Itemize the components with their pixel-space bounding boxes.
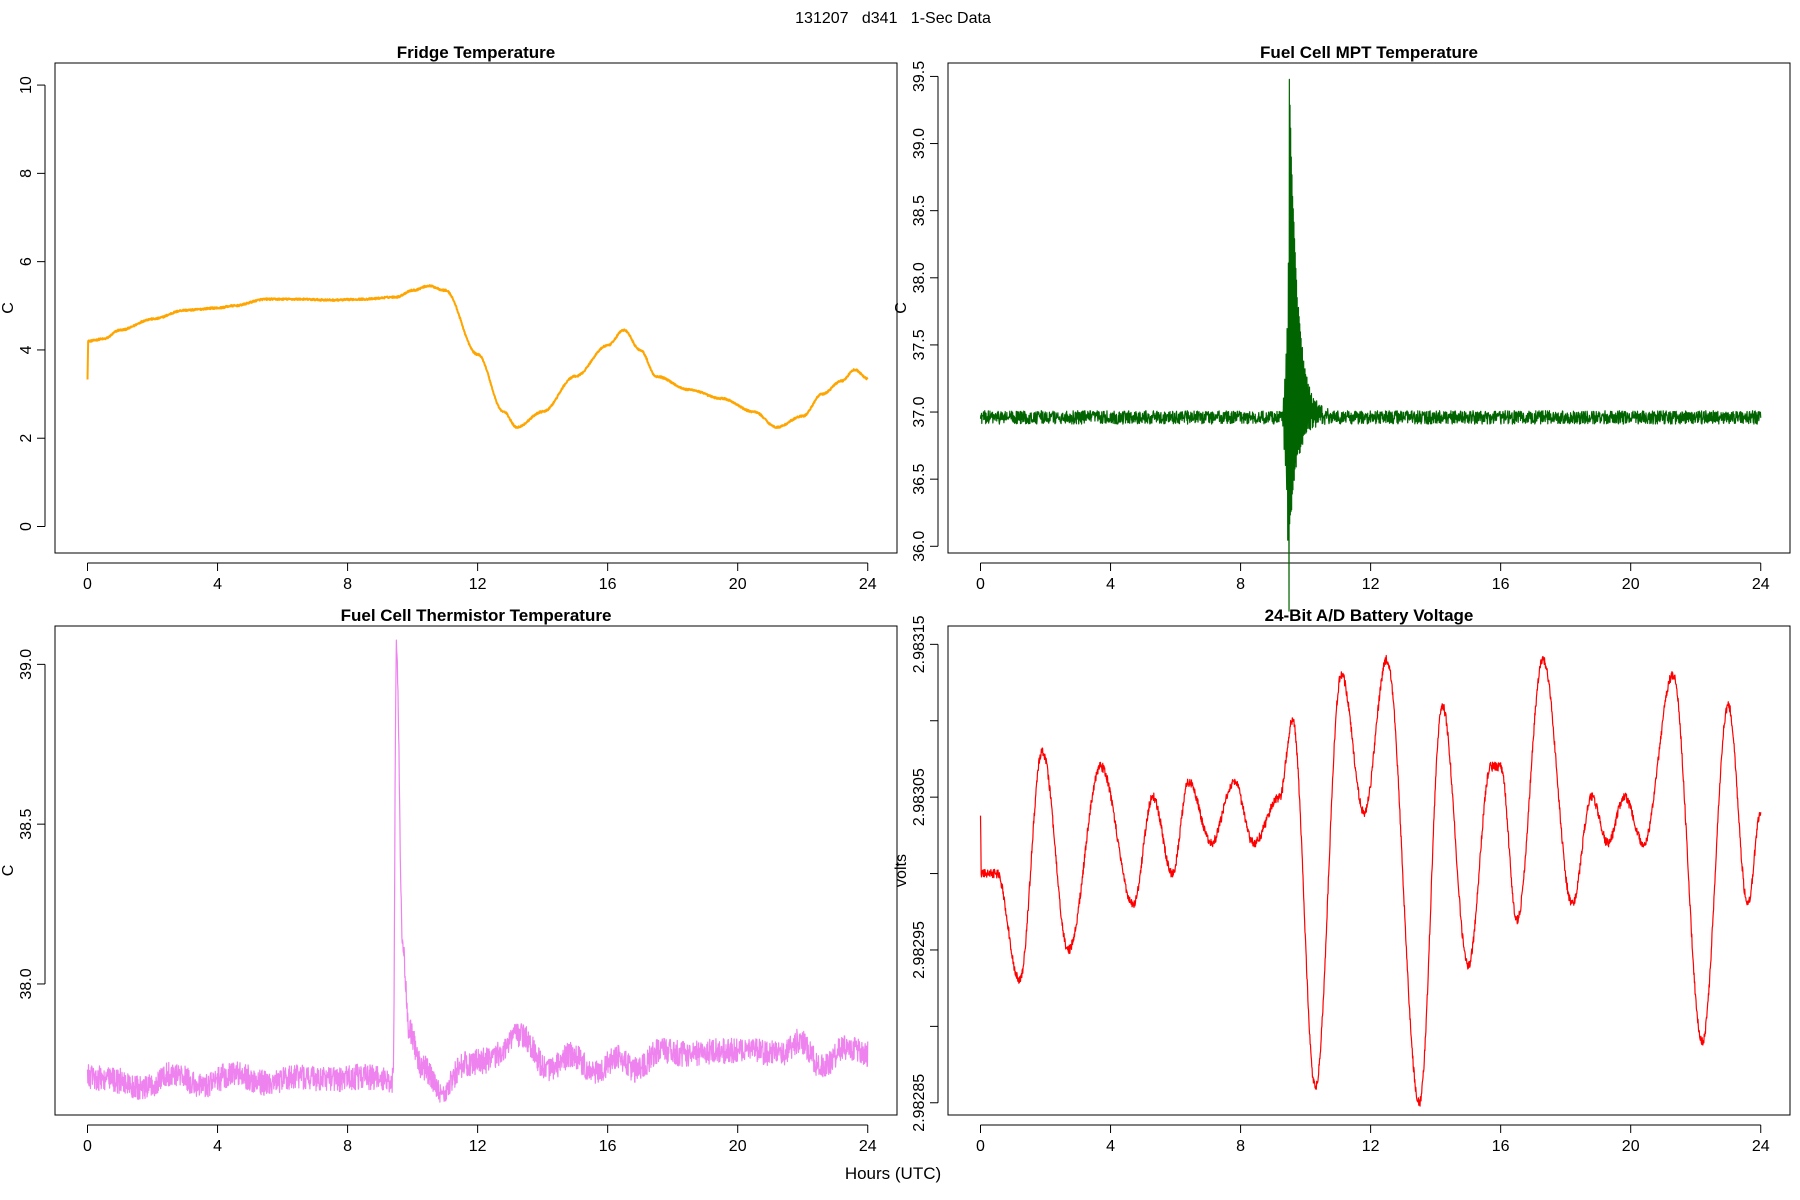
x-tick-label: 8 xyxy=(343,1138,352,1155)
y-tick-label: 39.0 xyxy=(911,128,928,159)
data-series-line xyxy=(86,284,869,429)
y-tick-label: 38.0 xyxy=(911,262,928,293)
x-tick-label: 4 xyxy=(1106,1138,1115,1155)
data-series-line xyxy=(979,654,1762,1107)
y-axis-label: volts xyxy=(893,854,910,887)
panel-title: Fuel Cell Thermistor Temperature xyxy=(341,606,612,625)
panel-mpt: Fuel Cell MPT Temperature C 0 4 8 12 16 20 24 36.… xyxy=(893,43,1791,612)
y-tick-label: 38.0 xyxy=(18,968,35,999)
x-tick-label: 0 xyxy=(83,576,92,593)
y-tick-label: 2.98315 xyxy=(911,615,928,673)
y-tick-label: 37.0 xyxy=(911,396,928,427)
panel-title: 24-Bit A/D Battery Voltage xyxy=(1265,606,1474,625)
y-tick-label: 2.98285 xyxy=(911,1074,928,1132)
x-tick-label: 0 xyxy=(976,1138,985,1155)
y-tick-label: 37.5 xyxy=(911,329,928,360)
y-axis-label: C xyxy=(0,302,17,314)
x-tick-label: 20 xyxy=(1622,576,1640,593)
y-tick-label: 2 xyxy=(18,434,35,443)
x-tick-label: 4 xyxy=(1106,576,1115,593)
x-tick-label: 12 xyxy=(1362,576,1380,593)
x-tick-label: 4 xyxy=(213,576,222,593)
y-tick-label: 39.5 xyxy=(911,61,928,92)
x-tick-label: 0 xyxy=(976,576,985,593)
y-tick-label: 4 xyxy=(18,345,35,354)
y-tick-label: 39.0 xyxy=(18,649,35,680)
x-tick-label: 24 xyxy=(859,1138,877,1155)
x-tick-label: 24 xyxy=(1752,576,1770,593)
data-series-line xyxy=(979,78,1762,612)
plot-frame xyxy=(54,625,898,1116)
plot-frame xyxy=(947,62,1791,554)
x-tick-label: 8 xyxy=(1236,576,1245,593)
x-tick-label: 16 xyxy=(599,1138,617,1155)
x-tick-label: 16 xyxy=(1492,576,1510,593)
panel-battery: 24-Bit A/D Battery Voltage volts 0 4 8 12 16 20… xyxy=(893,606,1791,1155)
x-tick-label: 16 xyxy=(599,576,617,593)
figure-xlabel: Hours (UTC) xyxy=(845,1164,941,1183)
x-tick-label: 8 xyxy=(1236,1138,1245,1155)
y-tick-label: 0 xyxy=(18,522,35,531)
panel-title: Fuel Cell MPT Temperature xyxy=(1260,43,1478,62)
x-tick-label: 12 xyxy=(1362,1138,1380,1155)
data-series-line xyxy=(86,639,869,1103)
x-tick-label: 12 xyxy=(469,1138,487,1155)
y-tick-label: 2.98295 xyxy=(911,921,928,979)
plot-frame xyxy=(54,62,898,554)
y-tick-label: 10 xyxy=(18,76,35,94)
y-axis-label: C xyxy=(893,302,910,314)
x-tick-label: 8 xyxy=(343,576,352,593)
x-tick-label: 24 xyxy=(859,576,877,593)
y-axis-label: C xyxy=(0,865,17,877)
x-tick-label: 20 xyxy=(729,576,747,593)
figure-suptitle: 131207 d341 1-Sec Data xyxy=(795,10,991,27)
x-tick-label: 20 xyxy=(1622,1138,1640,1155)
plot-frame xyxy=(947,625,1791,1116)
x-tick-label: 0 xyxy=(83,1138,92,1155)
x-tick-label: 16 xyxy=(1492,1138,1510,1155)
y-tick-label: 8 xyxy=(18,169,35,178)
x-tick-label: 12 xyxy=(469,576,487,593)
y-tick-label: 36.5 xyxy=(911,463,928,494)
panel-title: Fridge Temperature xyxy=(397,43,555,62)
panel-thermistor: Fuel Cell Thermistor Temperature C 0 4 8 12 16… xyxy=(0,606,898,1155)
y-tick-label: 36.0 xyxy=(911,531,928,562)
y-tick-label: 2.98305 xyxy=(911,768,928,826)
x-tick-label: 24 xyxy=(1752,1138,1770,1155)
x-tick-label: 20 xyxy=(729,1138,747,1155)
y-tick-label: 6 xyxy=(18,257,35,266)
y-tick-label: 38.5 xyxy=(18,808,35,839)
x-tick-label: 4 xyxy=(213,1138,222,1155)
y-tick-label: 38.5 xyxy=(911,195,928,226)
